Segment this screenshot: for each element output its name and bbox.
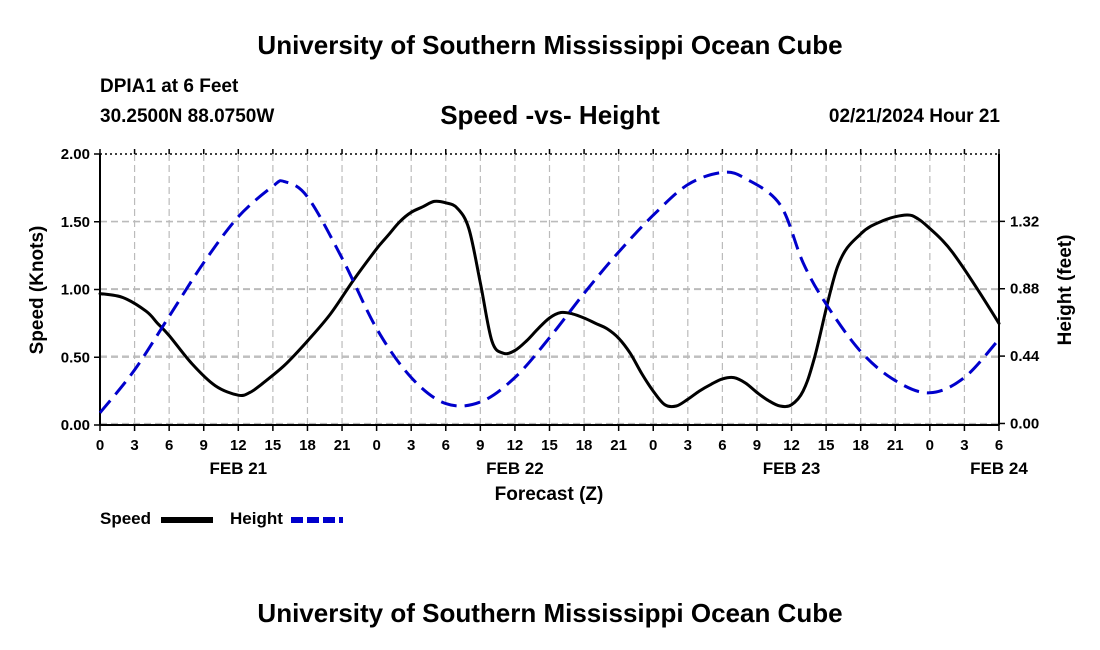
x-tick-label: 6 [165,437,173,454]
x-tick-label: 9 [753,437,761,454]
chart-subtitle: Speed -vs- Height [440,100,660,130]
x-tick-label: 0 [649,437,657,454]
x-tick-label: 9 [200,437,208,454]
y-left-tick-label: 0.00 [61,417,90,434]
series-lines [98,170,1001,414]
x-date-label: FEB 24 [970,459,1028,478]
x-tick-label: 9 [476,437,484,454]
legend-height-swatch [291,517,343,523]
x-tick-label: 12 [230,437,247,454]
x-tick-label: 15 [541,437,558,454]
page-title: University of Southern Mississippi Ocean… [257,30,843,60]
forecast-datetime: 02/21/2024 Hour 21 [828,106,1000,127]
y-right-tick-label: 0.88 [1010,281,1039,298]
x-tick-label: 21 [334,437,351,454]
x-tick-label: 12 [783,437,800,454]
x-tick-label: 15 [265,437,282,454]
x-tick-label: 3 [960,437,968,454]
x-tick-label: 18 [852,437,869,454]
y-right-tick-label: 1.32 [1010,213,1039,230]
x-tick-label: 3 [130,437,138,454]
station-coordinates: 30.2500N 88.0750W [100,106,275,127]
legend-speed-swatch [161,517,213,523]
x-tick-label: 6 [442,437,450,454]
y-axis-ticks: 0.00 0.50 1.00 1.50 2.00 0.00 0.44 0.88 1.32 [61,146,1040,434]
x-axis-label: Forecast (Z) [495,484,604,505]
x-date-label: FEB 21 [209,459,267,478]
series-line-speed [98,199,1001,409]
x-tick-label: 18 [576,437,593,454]
x-tick-label: 3 [407,437,415,454]
x-tick-label: 0 [926,437,934,454]
station-label: DPIA1 at 6 Feet [100,76,239,97]
y-axis-right-label: Height (feet) [1055,235,1076,346]
x-tick-label: 21 [610,437,627,454]
x-tick-label: 6 [995,437,1003,454]
series-line-height [98,170,1001,414]
y-right-tick-label: 0.44 [1010,348,1040,365]
x-tick-label: 18 [299,437,316,454]
x-axis-ticks: 0 3 6 9 12 15 18 21 0 3 6 9 12 15 18 21 0 3 6 9 12 15 18 21 0 3 6 F… [96,149,1028,478]
y-left-tick-label: 1.00 [61,282,90,299]
y-left-tick-label: 2.00 [61,146,90,163]
y-axis-left-label: Speed (Knots) [27,226,48,355]
footer-title: University of Southern Mississippi Ocean… [257,598,843,628]
x-tick-label: 15 [818,437,835,454]
y-right-tick-label: 0.00 [1010,415,1039,432]
x-date-label: FEB 23 [763,459,821,478]
legend-height-label: Height [230,509,283,528]
y-left-tick-label: 1.50 [61,214,90,231]
grid-lines [100,154,999,425]
x-tick-label: 0 [372,437,380,454]
x-tick-label: 0 [96,437,104,454]
legend-speed-label: Speed [100,509,152,528]
speed-height-chart: 0 3 6 9 12 15 18 21 0 3 6 9 12 15 18 21 0 3 6 9 12 15 18 21 0 3 6 F… [27,146,1076,505]
x-date-label: FEB 22 [486,459,544,478]
x-tick-label: 6 [718,437,726,454]
x-tick-label: 12 [507,437,524,454]
x-tick-label: 21 [887,437,904,454]
y-left-tick-label: 0.50 [61,349,90,366]
x-tick-label: 3 [684,437,692,454]
